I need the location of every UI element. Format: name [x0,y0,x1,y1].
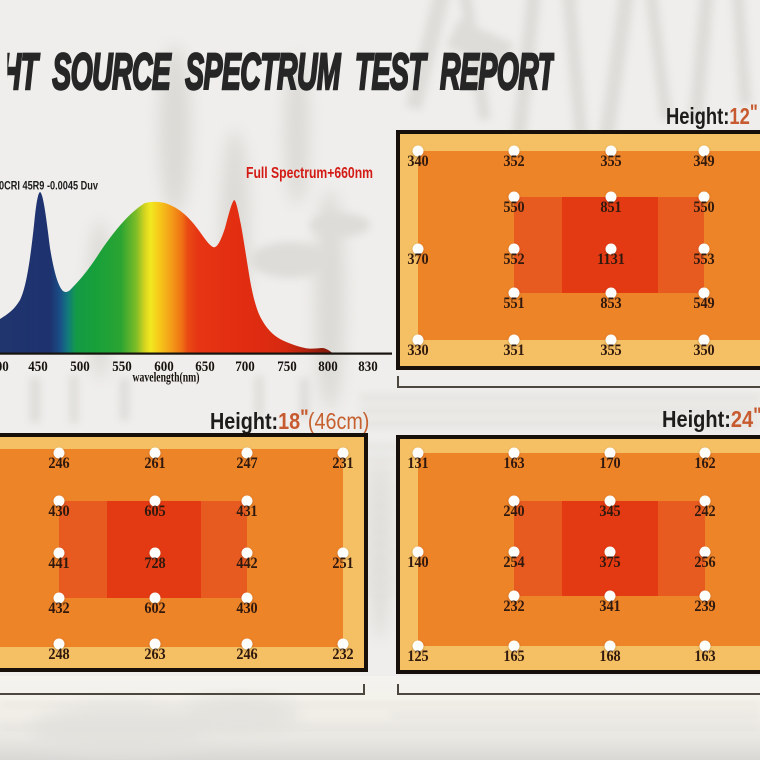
svg-text:450: 450 [28,359,48,375]
svg-text:700: 700 [235,359,255,375]
svg-text:550: 550 [112,359,132,375]
svg-text:wavelength(nm): wavelength(nm) [133,370,200,385]
svg-text:500: 500 [70,359,90,375]
svg-text:750: 750 [277,359,297,375]
svg-text:830: 830 [358,359,378,375]
svg-text:400: 400 [0,359,9,375]
svg-text:650: 650 [195,359,215,375]
svg-text:800: 800 [318,359,338,375]
svg-text:Full Spectrum+660nm: Full Spectrum+660nm [246,165,373,182]
svg-text:600: 600 [154,359,174,375]
svg-text:0CRI 45R9 -0.0045 Duv: 0CRI 45R9 -0.0045 Duv [0,179,98,193]
